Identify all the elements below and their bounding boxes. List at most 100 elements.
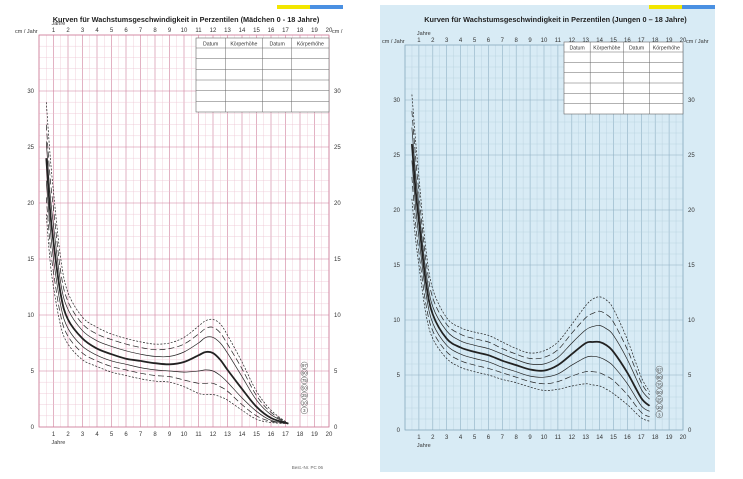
x-tick-label: 4 — [459, 435, 463, 441]
x-tick-label: 7 — [501, 435, 505, 441]
table-header: Körperhöhe — [297, 42, 324, 48]
percentile-label: 3 — [658, 412, 661, 417]
x-tick-label: 7 — [139, 432, 143, 438]
blue-stripe — [682, 5, 715, 9]
percentile-label: 90 — [302, 371, 307, 376]
x-tick-label-top: 12 — [568, 38, 575, 44]
x-tick-label: 19 — [311, 432, 318, 438]
y-tick-label-right: 15 — [688, 263, 695, 269]
percentile-label: 3 — [303, 408, 306, 413]
y-tick-label: 10 — [27, 313, 34, 319]
percentile-label: 97 — [657, 367, 662, 372]
y-tick-label: 25 — [393, 153, 400, 159]
x-tick-label-top: 5 — [473, 38, 477, 44]
measurement-table: Datum Körperhöhe Datum Körperhöhe — [195, 37, 330, 113]
x-tick-label: 10 — [541, 435, 548, 441]
x-tick-label-top: 3 — [81, 28, 85, 34]
x-tick-label: 11 — [555, 435, 562, 441]
y-tick-label-right: 0 — [688, 428, 692, 434]
percentile-curves — [45, 102, 289, 425]
y-tick-label-right: 10 — [688, 318, 695, 324]
y-tick-label: 10 — [393, 318, 400, 324]
table-header: Datum — [269, 42, 284, 48]
x-tick-label: 15 — [253, 432, 260, 438]
chart-title: Kurven für Wachstumsgeschwindigkeit in P… — [424, 15, 687, 24]
x-tick-label: 17 — [282, 432, 289, 438]
percentile-label: 25 — [657, 397, 662, 402]
y-axis-label-left: cm / Jahr — [382, 39, 405, 45]
x-tick-label-top: 17 — [638, 38, 645, 44]
boys-velocity-chart: Kurven für Wachstumsgeschwindigkeit in P… — [380, 5, 715, 472]
blue-stripe — [310, 5, 343, 9]
y-tick-label: 0 — [397, 428, 401, 434]
x-tick-label: 20 — [680, 435, 687, 441]
y-axis-label-right: cm / Jahr — [332, 29, 343, 35]
x-tick-label: 1 — [417, 435, 421, 441]
percentile-curve-50 — [45, 158, 289, 425]
x-tick-label-top: 2 — [66, 28, 70, 34]
x-tick-label: 13 — [582, 435, 589, 441]
y-tick-label-right: 20 — [688, 208, 695, 214]
x-tick-label: 13 — [224, 432, 231, 438]
table-header: Körperhöhe — [593, 46, 620, 52]
percentile-label: 50 — [302, 386, 307, 391]
x-tick-label-top: 14 — [596, 38, 603, 44]
boys-chart-sheet: Kurven für Wachstumsgeschwindigkeit in P… — [380, 5, 715, 472]
percentile-curve-25 — [45, 180, 289, 424]
percentile-curve-3 — [45, 214, 289, 424]
girls-chart-sheet: Kurven für Wachstumsgeschwindigkeit in P… — [13, 5, 343, 475]
yellow-stripe — [277, 5, 310, 9]
table-header: Datum — [203, 42, 218, 48]
x-tick-label: 9 — [168, 432, 172, 438]
y-tick-label-right: 0 — [334, 425, 338, 431]
y-tick-label-right: 25 — [334, 145, 341, 151]
x-tick-label-top: 2 — [431, 38, 435, 44]
x-tick-label: 16 — [624, 435, 631, 441]
plot-frame — [404, 44, 684, 431]
x-tick-label: 2 — [66, 432, 70, 438]
percentile-label-circle — [300, 369, 309, 377]
x-tick-label: 5 — [110, 432, 114, 438]
x-tick-label-top: 7 — [139, 28, 143, 34]
x-tick-label: 5 — [473, 435, 477, 441]
x-tick-label: 14 — [239, 432, 246, 438]
x-tick-label-top: 18 — [297, 28, 304, 34]
y-tick-label-right: 15 — [334, 257, 341, 263]
x-tick-label-top: 4 — [95, 28, 99, 34]
y-axis-label-left: cm / Jahr — [15, 29, 38, 35]
x-tick-label-top: 8 — [515, 38, 519, 44]
table-header: Datum — [569, 46, 584, 52]
x-tick-label-top: 13 — [582, 38, 589, 44]
x-tick-label: 19 — [666, 435, 673, 441]
x-tick-label: 14 — [596, 435, 603, 441]
x-axis-label: Jahre — [52, 440, 66, 446]
y-tick-label: 5 — [397, 373, 401, 379]
x-tick-label-top: 1 — [417, 38, 421, 44]
x-tick-label: 10 — [181, 432, 188, 438]
table-header: Datum — [629, 46, 644, 52]
percentile-label-circle — [300, 361, 309, 370]
x-tick-label-top: 10 — [541, 38, 548, 44]
percentile-label-circle — [655, 395, 664, 404]
percentile-label-circle — [300, 384, 309, 392]
x-tick-label: 3 — [81, 432, 85, 438]
percentile-label: 97 — [302, 363, 307, 368]
y-tick-label-right: 10 — [334, 313, 341, 319]
x-tick-label: 8 — [515, 435, 519, 441]
percentile-curve-10 — [45, 197, 289, 424]
percentile-label-circle — [655, 380, 664, 389]
x-tick-label: 8 — [153, 432, 157, 438]
percentile-label-circle — [655, 365, 664, 374]
percentile-label: 75 — [657, 382, 662, 387]
x-tick-label: 15 — [610, 435, 617, 441]
y-tick-label: 30 — [27, 89, 34, 95]
x-tick-label-top: 11 — [195, 28, 202, 34]
percentile-curve-75 — [411, 127, 650, 400]
x-tick-label: 9 — [528, 435, 532, 441]
x-tick-label-top: 11 — [555, 38, 562, 44]
y-tick-label: 30 — [393, 98, 400, 104]
x-tick-label-top: 3 — [445, 38, 449, 44]
x-tick-label: 20 — [326, 432, 333, 438]
x-tick-label: 1 — [52, 432, 56, 438]
